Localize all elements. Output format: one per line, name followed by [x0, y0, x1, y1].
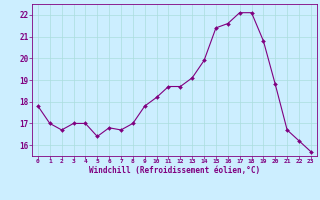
- X-axis label: Windchill (Refroidissement éolien,°C): Windchill (Refroidissement éolien,°C): [89, 166, 260, 175]
